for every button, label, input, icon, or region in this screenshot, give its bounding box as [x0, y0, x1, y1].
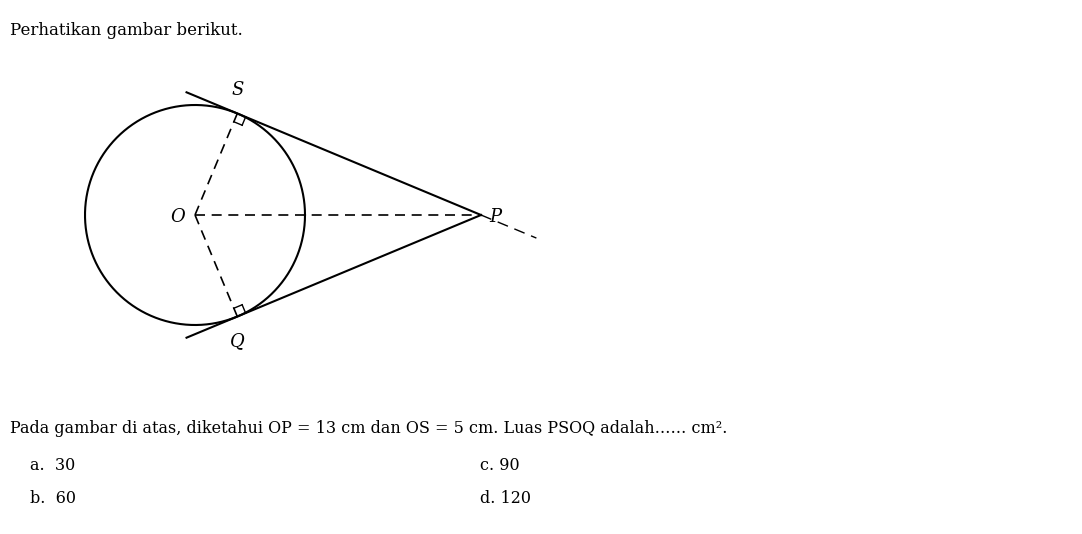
- Text: d. 120: d. 120: [480, 490, 531, 507]
- Text: a.  30: a. 30: [30, 457, 76, 474]
- Text: b.  60: b. 60: [30, 490, 76, 507]
- Text: S: S: [232, 82, 243, 99]
- Text: P: P: [489, 208, 501, 226]
- Text: O: O: [170, 208, 185, 226]
- Text: c. 90: c. 90: [480, 457, 519, 474]
- Text: Perhatikan gambar berikut.: Perhatikan gambar berikut.: [10, 22, 242, 39]
- Text: Pada gambar di atas, diketahui OP = 13 cm dan OS = 5 cm. Luas PSOQ adalah…… cm².: Pada gambar di atas, diketahui OP = 13 c…: [10, 420, 727, 437]
- Text: Q: Q: [230, 333, 245, 350]
